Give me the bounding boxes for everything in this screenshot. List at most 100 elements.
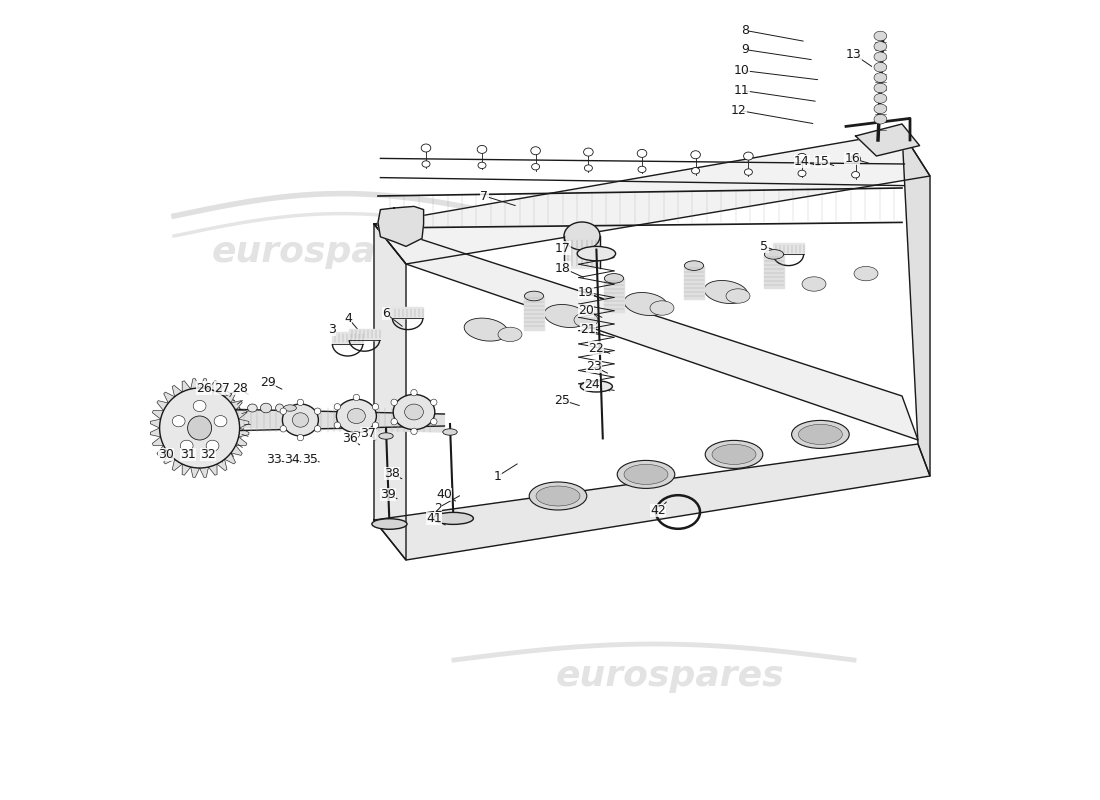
Polygon shape [374,132,929,264]
Ellipse shape [604,274,624,283]
Polygon shape [764,254,783,288]
Circle shape [372,403,378,410]
Ellipse shape [624,293,668,315]
Polygon shape [153,437,164,446]
Polygon shape [217,386,227,397]
Ellipse shape [372,518,407,530]
Ellipse shape [525,291,543,301]
Text: 3: 3 [329,323,337,336]
Polygon shape [684,266,704,299]
Polygon shape [378,206,424,246]
Circle shape [334,422,341,429]
Text: 41: 41 [426,512,442,525]
Circle shape [315,426,321,432]
Text: 25: 25 [554,394,570,406]
Polygon shape [525,296,543,330]
Polygon shape [235,410,246,419]
Polygon shape [231,446,242,455]
Polygon shape [374,444,929,560]
Ellipse shape [464,318,508,341]
Ellipse shape [180,440,194,451]
Polygon shape [209,381,217,392]
Polygon shape [199,467,209,478]
Ellipse shape [248,404,257,412]
Text: 18: 18 [554,262,571,274]
Text: 31: 31 [180,448,196,461]
Text: 23: 23 [586,360,602,373]
Text: 21: 21 [581,323,596,336]
Text: 29: 29 [261,376,276,389]
Text: 1: 1 [494,470,502,482]
Ellipse shape [874,42,887,51]
Text: 42: 42 [650,504,666,517]
Text: 7: 7 [481,190,488,202]
Ellipse shape [726,289,750,303]
Polygon shape [183,464,190,475]
Ellipse shape [529,482,586,510]
Ellipse shape [405,404,424,420]
Polygon shape [239,428,249,437]
Polygon shape [217,459,227,470]
Circle shape [297,434,304,441]
Ellipse shape [874,31,887,41]
Ellipse shape [792,421,849,448]
Ellipse shape [337,399,376,433]
Polygon shape [153,410,164,419]
Text: 34: 34 [285,454,300,466]
Circle shape [430,399,437,406]
Polygon shape [902,132,930,476]
Text: 17: 17 [554,242,571,254]
Ellipse shape [261,403,272,413]
Ellipse shape [293,413,308,427]
Circle shape [188,416,211,440]
Text: eurospares: eurospares [556,659,784,693]
Circle shape [280,426,286,432]
Text: 30: 30 [158,448,174,461]
Ellipse shape [874,52,887,62]
Ellipse shape [544,305,587,327]
Ellipse shape [348,409,365,423]
Text: 9: 9 [741,43,749,56]
Text: 28: 28 [232,382,248,394]
Text: 33: 33 [266,454,282,466]
Text: 19: 19 [579,286,594,298]
Ellipse shape [421,144,431,152]
Ellipse shape [692,167,700,174]
Ellipse shape [799,424,843,445]
Text: 27: 27 [214,382,230,394]
Circle shape [353,431,360,438]
Text: 32: 32 [200,448,216,461]
Ellipse shape [684,261,704,270]
Text: 38: 38 [384,467,399,480]
Text: 15: 15 [814,155,829,168]
Ellipse shape [874,83,887,93]
Text: 24: 24 [584,378,601,390]
Polygon shape [239,419,249,428]
Ellipse shape [194,401,206,412]
Text: 20: 20 [579,304,594,317]
Text: 6: 6 [382,307,389,320]
Ellipse shape [283,404,318,436]
Ellipse shape [536,486,580,506]
Ellipse shape [637,150,647,158]
Ellipse shape [393,394,434,430]
Circle shape [280,408,286,414]
Polygon shape [209,464,217,475]
Ellipse shape [378,433,393,439]
Ellipse shape [745,169,752,175]
Text: 8: 8 [741,24,749,37]
Circle shape [372,422,378,429]
Ellipse shape [498,327,522,342]
Circle shape [410,390,417,396]
Circle shape [315,408,321,414]
Polygon shape [199,378,209,389]
Ellipse shape [624,464,668,484]
Polygon shape [151,419,161,428]
Circle shape [297,399,304,406]
Ellipse shape [874,94,887,103]
Ellipse shape [477,146,487,154]
Polygon shape [190,467,199,478]
Ellipse shape [574,313,598,327]
Circle shape [353,394,360,401]
Ellipse shape [850,154,860,162]
